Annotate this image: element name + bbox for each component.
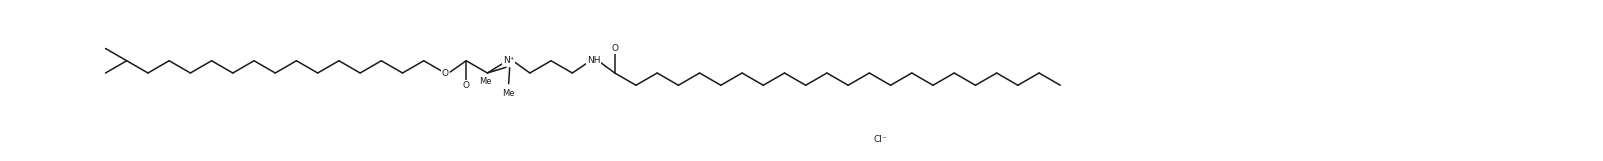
Text: NH: NH: [587, 56, 600, 65]
Text: O: O: [611, 44, 619, 53]
Text: Cl⁻: Cl⁻: [874, 134, 886, 143]
Text: Me: Me: [502, 89, 515, 98]
Text: N⁺: N⁺: [503, 56, 515, 65]
Text: Me: Me: [479, 77, 492, 86]
Text: O: O: [463, 81, 470, 90]
Text: O: O: [441, 68, 449, 77]
